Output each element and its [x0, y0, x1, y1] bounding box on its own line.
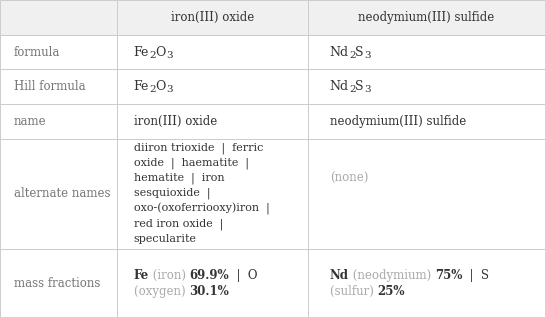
Text: (none): (none): [330, 171, 368, 184]
Text: Fe: Fe: [134, 269, 149, 282]
Text: S: S: [355, 80, 364, 93]
Bar: [117, 0, 308, 35]
Bar: [0, 249, 117, 317]
Bar: [117, 139, 308, 249]
Bar: [117, 69, 308, 104]
Text: O: O: [155, 80, 166, 93]
Text: S: S: [355, 46, 364, 59]
Text: 3: 3: [364, 85, 371, 94]
Bar: [308, 104, 545, 139]
Text: 2: 2: [349, 85, 355, 94]
Text: neodymium(III) sulfide: neodymium(III) sulfide: [330, 115, 466, 128]
Bar: [117, 104, 308, 139]
Text: mass fractions: mass fractions: [14, 277, 100, 290]
Text: 2: 2: [149, 85, 155, 94]
Text: 2: 2: [349, 51, 355, 60]
Text: 25%: 25%: [377, 285, 405, 298]
Text: 69.9%: 69.9%: [190, 269, 229, 282]
Text: |  S: | S: [462, 269, 489, 282]
Text: Hill formula: Hill formula: [14, 80, 85, 93]
Text: (sulfur): (sulfur): [330, 285, 377, 298]
Bar: [308, 0, 545, 35]
Text: 30.1%: 30.1%: [189, 285, 229, 298]
Text: Fe: Fe: [134, 46, 149, 59]
Text: O: O: [155, 46, 166, 59]
Text: Nd: Nd: [330, 269, 349, 282]
Text: (neodymium): (neodymium): [349, 269, 435, 282]
Bar: [308, 249, 545, 317]
Text: Nd: Nd: [330, 46, 349, 59]
Bar: [0, 0, 117, 35]
Bar: [117, 249, 308, 317]
Text: neodymium(III) sulfide: neodymium(III) sulfide: [359, 11, 495, 24]
Text: 3: 3: [364, 51, 371, 60]
Text: Fe: Fe: [134, 80, 149, 93]
Text: iron(III) oxide: iron(III) oxide: [171, 11, 254, 24]
Text: diiron trioxide  |  ferric
oxide  |  haematite  |
hematite  |  iron
sesquioxide : diiron trioxide | ferric oxide | haemati…: [134, 143, 269, 244]
Bar: [308, 69, 545, 104]
Bar: [0, 35, 117, 69]
Text: 2: 2: [149, 51, 155, 60]
Text: name: name: [14, 115, 46, 128]
Bar: [0, 69, 117, 104]
Text: (oxygen): (oxygen): [134, 285, 189, 298]
Bar: [0, 104, 117, 139]
Bar: [308, 139, 545, 249]
Bar: [117, 35, 308, 69]
Text: Nd: Nd: [330, 80, 349, 93]
Text: 75%: 75%: [435, 269, 462, 282]
Text: alternate names: alternate names: [14, 187, 110, 200]
Text: 3: 3: [166, 85, 173, 94]
Bar: [308, 35, 545, 69]
Bar: [0, 139, 117, 249]
Text: |  O: | O: [229, 269, 258, 282]
Text: (iron): (iron): [149, 269, 190, 282]
Text: 3: 3: [166, 51, 173, 60]
Text: formula: formula: [14, 46, 60, 59]
Text: iron(III) oxide: iron(III) oxide: [134, 115, 217, 128]
